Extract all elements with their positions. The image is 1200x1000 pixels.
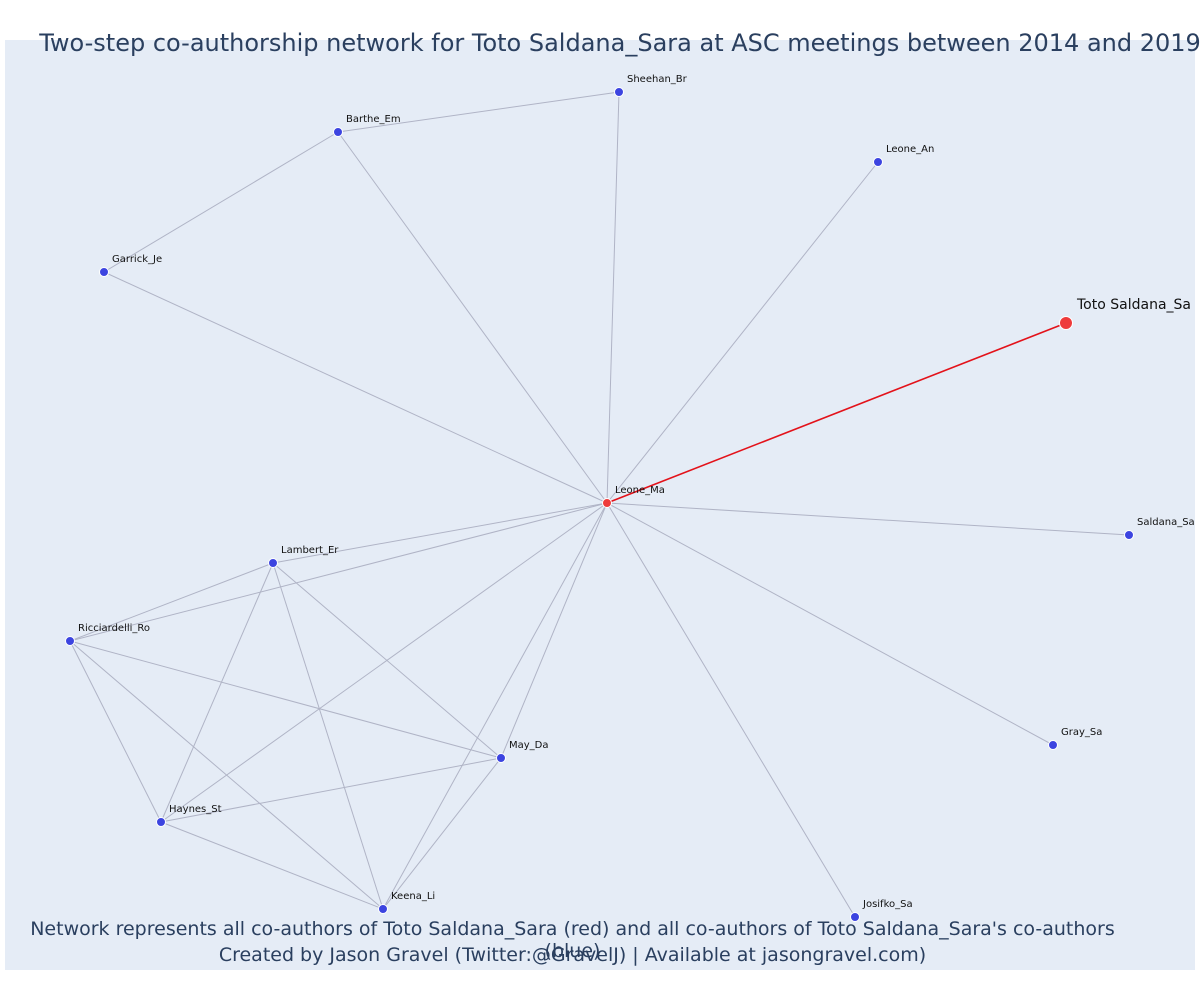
node-gray[interactable] <box>1048 740 1058 750</box>
node-label-ricciardelli: Ricciardelli_Ro <box>78 623 150 634</box>
node-sheehan[interactable] <box>614 87 624 97</box>
node-label-keena: Keena_Li <box>391 891 435 902</box>
node-toto[interactable] <box>1059 316 1073 330</box>
node-ricciardelli[interactable] <box>65 636 75 646</box>
node-haynes[interactable] <box>156 817 166 827</box>
edge-haynes-keena <box>160 821 384 910</box>
labels-layer: Toto Saldana_Sa Leone_Ma Sheehan_Br Barthe_… <box>78 74 1195 910</box>
edge-ricciardelli-may <box>69 640 502 759</box>
edge-leone_ma-may <box>500 502 608 759</box>
edge-leone_ma-lambert <box>272 502 608 564</box>
footer-line-1: Network represents all co-authors of Tot… <box>30 918 1115 962</box>
node-label-leone_ma: Leone_Ma <box>615 485 665 496</box>
node-label-garrick: Garrick_Je <box>112 254 162 265</box>
edge-barthe-garrick <box>103 131 339 273</box>
edges-layer <box>69 91 1130 918</box>
edge-lambert-haynes <box>160 562 274 823</box>
edge-lambert-ricciardelli <box>69 562 274 642</box>
node-keena[interactable] <box>378 904 388 914</box>
edge-leone_ma-garrick <box>103 271 608 504</box>
edge-leone_ma-leone_an <box>606 161 879 504</box>
node-label-sheehan: Sheehan_Br <box>627 74 688 85</box>
node-leone_ma[interactable] <box>602 498 612 508</box>
node-may[interactable] <box>496 753 506 763</box>
node-label-barthe: Barthe_Em <box>346 114 401 125</box>
edge-toto-leone_ma <box>606 322 1067 504</box>
edge-lambert-keena <box>272 562 384 910</box>
node-label-josifko: Josifko_Sa <box>862 899 913 910</box>
edge-leone_ma-ricciardelli <box>69 502 608 642</box>
nodes-layer <box>65 87 1134 922</box>
edge-sheehan-barthe <box>337 91 620 133</box>
node-label-gray: Gray_Sa <box>1061 727 1102 738</box>
chart-title: Two-step co-authorship network for Toto … <box>39 29 1200 57</box>
node-leone_an[interactable] <box>873 157 883 167</box>
edge-leone_ma-josifko <box>606 502 856 918</box>
node-saldana[interactable] <box>1124 530 1134 540</box>
edge-lambert-may <box>272 562 502 759</box>
node-label-lambert: Lambert_Er <box>281 545 339 556</box>
edge-leone_ma-haynes <box>160 502 608 823</box>
node-label-may: May_Da <box>509 740 549 751</box>
edge-leone_ma-saldana <box>606 502 1130 536</box>
node-label-saldana: Saldana_Sa <box>1137 517 1195 528</box>
node-label-leone_an: Leone_An <box>886 144 934 155</box>
node-lambert[interactable] <box>268 558 278 568</box>
edge-leone_ma-sheehan <box>606 91 620 504</box>
edge-leone_ma-gray <box>606 502 1054 746</box>
edge-leone_ma-barthe <box>337 131 608 504</box>
node-garrick[interactable] <box>99 267 109 277</box>
edge-ricciardelli-haynes <box>69 640 162 823</box>
edge-ricciardelli-keena <box>69 640 384 910</box>
node-barthe[interactable] <box>333 127 343 137</box>
edge-leone_ma-keena <box>382 502 608 910</box>
footer-line-2: Created by Jason Gravel (Twitter:@Gravel… <box>218 944 927 966</box>
edge-haynes-may <box>160 757 502 823</box>
node-josifko[interactable] <box>850 912 860 922</box>
node-label-toto: Toto Saldana_Sa <box>1076 297 1191 313</box>
edge-keena-may <box>382 757 502 910</box>
node-label-haynes: Haynes_St <box>169 804 222 815</box>
